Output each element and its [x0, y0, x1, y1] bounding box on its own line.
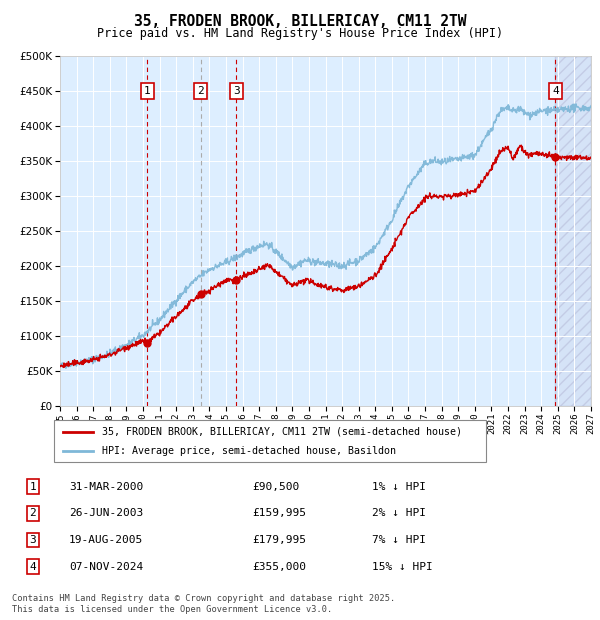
Text: 1: 1 [144, 86, 151, 96]
Text: Price paid vs. HM Land Registry's House Price Index (HPI): Price paid vs. HM Land Registry's House … [97, 27, 503, 40]
Text: 1: 1 [29, 482, 37, 492]
Text: 1% ↓ HPI: 1% ↓ HPI [372, 482, 426, 492]
Text: 2: 2 [29, 508, 37, 518]
Text: 2: 2 [197, 86, 204, 96]
Text: 7% ↓ HPI: 7% ↓ HPI [372, 535, 426, 545]
Text: £90,500: £90,500 [252, 482, 299, 492]
Text: 26-JUN-2003: 26-JUN-2003 [69, 508, 143, 518]
Bar [556, 56, 591, 406]
Text: 2% ↓ HPI: 2% ↓ HPI [372, 508, 426, 518]
Text: £355,000: £355,000 [252, 562, 306, 572]
Text: £179,995: £179,995 [252, 535, 306, 545]
Text: 4: 4 [29, 562, 37, 572]
Text: HPI: Average price, semi-detached house, Basildon: HPI: Average price, semi-detached house,… [101, 446, 395, 456]
Text: 3: 3 [233, 86, 240, 96]
Text: This data is licensed under the Open Government Licence v3.0.: This data is licensed under the Open Gov… [12, 604, 332, 614]
Text: 19-AUG-2005: 19-AUG-2005 [69, 535, 143, 545]
FancyBboxPatch shape [54, 420, 486, 462]
Text: £159,995: £159,995 [252, 508, 306, 518]
Text: 15% ↓ HPI: 15% ↓ HPI [372, 562, 433, 572]
Text: 07-NOV-2024: 07-NOV-2024 [69, 562, 143, 572]
Text: 3: 3 [29, 535, 37, 545]
Bar [556, 56, 591, 406]
Text: Contains HM Land Registry data © Crown copyright and database right 2025.: Contains HM Land Registry data © Crown c… [12, 593, 395, 603]
Text: 35, FRODEN BROOK, BILLERICAY, CM11 2TW (semi-detached house): 35, FRODEN BROOK, BILLERICAY, CM11 2TW (… [101, 427, 461, 436]
Text: 31-MAR-2000: 31-MAR-2000 [69, 482, 143, 492]
Text: 35, FRODEN BROOK, BILLERICAY, CM11 2TW: 35, FRODEN BROOK, BILLERICAY, CM11 2TW [134, 14, 466, 29]
Text: 4: 4 [552, 86, 559, 96]
